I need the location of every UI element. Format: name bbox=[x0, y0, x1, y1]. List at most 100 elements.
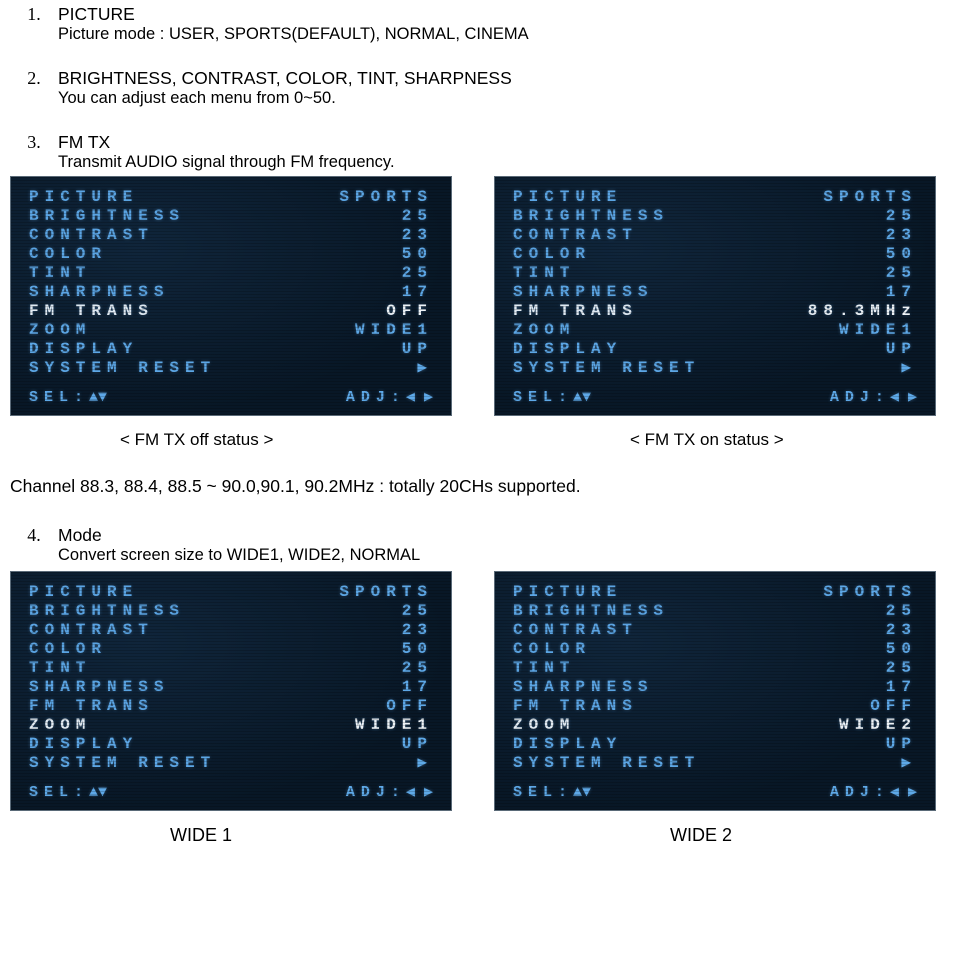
osd-row-value: WIDE2 bbox=[839, 717, 917, 733]
osd-row: SYSTEM RESET▶ bbox=[513, 755, 917, 771]
list-item-fmtx: 3. FM TX Transmit AUDIO signal through F… bbox=[10, 132, 947, 172]
leftright-icon: ◀ ▶ bbox=[406, 784, 433, 801]
osd-row-value: OFF bbox=[386, 698, 433, 714]
list-body: Picture mode : USER, SPORTS(DEFAULT), NO… bbox=[10, 25, 947, 44]
osd-row-label: TINT bbox=[513, 660, 575, 676]
osd-row-value: 25 bbox=[402, 208, 433, 224]
osd-row-label: TINT bbox=[29, 660, 91, 676]
osd-row: ZOOMWIDE1 bbox=[29, 717, 433, 733]
osd-row-value: OFF bbox=[386, 303, 433, 319]
osd-row-label: BRIGHTNESS bbox=[513, 208, 669, 224]
osd-row: FM TRANS88.3MHz bbox=[513, 303, 917, 319]
osd-row-label: DISPLAY bbox=[29, 736, 138, 752]
osd-row: PICTURE SPORTS bbox=[513, 584, 917, 600]
caption-wide2: WIDE 2 bbox=[480, 825, 947, 846]
osd-sel-label: SEL:▲▼ bbox=[513, 390, 591, 405]
osd-row-label: FM TRANS bbox=[29, 698, 154, 714]
osd-row-label: SYSTEM RESET bbox=[29, 360, 216, 376]
osd-row-label: ZOOM bbox=[513, 717, 575, 733]
osd-row: SHARPNESS17 bbox=[513, 284, 917, 300]
osd-row-label: CONTRAST bbox=[29, 622, 154, 638]
osd-row-label: SYSTEM RESET bbox=[513, 360, 700, 376]
caption-row-fm: < FM TX off status > < FM TX on status > bbox=[10, 430, 947, 450]
list-number: 2. bbox=[10, 68, 58, 89]
osd-row: FM TRANS OFF bbox=[29, 698, 433, 714]
osd-row-label: CONTRAST bbox=[29, 227, 154, 243]
osd-row-value: 25 bbox=[886, 265, 917, 281]
osd-row-label: DISPLAY bbox=[29, 341, 138, 357]
osd-row-value: ▶ bbox=[417, 360, 433, 376]
osd-row-value: 23 bbox=[886, 622, 917, 638]
osd-row-value: WIDE1 bbox=[839, 322, 917, 338]
osd-row-value: 17 bbox=[402, 284, 433, 300]
osd-adj-label: ADJ:◀ ▶ bbox=[830, 785, 917, 800]
osd-row: ZOOM WIDE1 bbox=[513, 322, 917, 338]
list-number: 3. bbox=[10, 132, 58, 153]
osd-row: CONTRAST 23 bbox=[513, 622, 917, 638]
osd-row-label: PICTURE bbox=[29, 189, 138, 205]
leftright-icon: ◀ ▶ bbox=[890, 389, 917, 406]
osd-adj-label: ADJ:◀ ▶ bbox=[346, 390, 433, 405]
osd-row-label: CONTRAST bbox=[513, 622, 638, 638]
osd-row-value: 23 bbox=[402, 227, 433, 243]
osd-row: CONTRAST 23 bbox=[29, 227, 433, 243]
list-item-adjustments: 2. BRIGHTNESS, CONTRAST, COLOR, TINT, SH… bbox=[10, 68, 947, 108]
osd-row: TINT 25 bbox=[513, 660, 917, 676]
list-number: 1. bbox=[10, 4, 58, 25]
osd-row-label: COLOR bbox=[29, 246, 107, 262]
osd-row: SYSTEM RESET ▶ bbox=[29, 360, 433, 376]
osd-row-value: SPORTS bbox=[823, 189, 917, 205]
osd-row-value: OFF bbox=[870, 698, 917, 714]
osd-row-value: 25 bbox=[886, 660, 917, 676]
osd-row-label: ZOOM bbox=[29, 322, 91, 338]
osd-sel-label: SEL:▲▼ bbox=[29, 785, 107, 800]
osd-row-value: 50 bbox=[886, 246, 917, 262]
osd-row: CONTRAST23 bbox=[29, 622, 433, 638]
osd-row-label: ZOOM bbox=[513, 322, 575, 338]
osd-row: TINT 25 bbox=[29, 660, 433, 676]
osd-row-value: 25 bbox=[402, 603, 433, 619]
osd-row-value: UP bbox=[886, 736, 917, 752]
osd-row-label: PICTURE bbox=[513, 584, 622, 600]
osd-row-value: UP bbox=[402, 341, 433, 357]
osd-row-value: ▶ bbox=[901, 755, 917, 771]
osd-row-value: 25 bbox=[886, 208, 917, 224]
osd-row-value: 50 bbox=[402, 641, 433, 657]
osd-row-label: BRIGHTNESS bbox=[29, 208, 185, 224]
osd-row-value: 25 bbox=[402, 660, 433, 676]
caption-row-zoom: WIDE 1 WIDE 2 bbox=[10, 825, 947, 846]
osd-row-label: COLOR bbox=[513, 246, 591, 262]
osd-row-value: 23 bbox=[886, 227, 917, 243]
osd-bottom-bar: SEL:▲▼ADJ:◀ ▶ bbox=[513, 785, 917, 800]
osd-row-label: SYSTEM RESET bbox=[29, 755, 216, 771]
osd-row-value: 50 bbox=[886, 641, 917, 657]
list-item-mode: 4. Mode Convert screen size to WIDE1, WI… bbox=[10, 525, 947, 565]
osd-row-label: DISPLAY bbox=[513, 341, 622, 357]
osd-row: COLOR50 bbox=[29, 641, 433, 657]
osd-row: BRIGHTNESS 25 bbox=[29, 208, 433, 224]
osd-row: ZOOM WIDE2 bbox=[513, 717, 917, 733]
osd-row-value: 25 bbox=[886, 603, 917, 619]
osd-row-value: ▶ bbox=[417, 755, 433, 771]
osd-row-label: CONTRAST bbox=[513, 227, 638, 243]
updown-icon: ▲▼ bbox=[89, 389, 107, 406]
leftright-icon: ◀ ▶ bbox=[406, 389, 433, 406]
osd-row-value: SPORTS bbox=[823, 584, 917, 600]
osd-row-value: WIDE1 bbox=[355, 322, 433, 338]
osd-row: SHARPNESS17 bbox=[29, 284, 433, 300]
list-body: Convert screen size to WIDE1, WIDE2, NOR… bbox=[10, 546, 947, 565]
list-title: PICTURE bbox=[58, 4, 135, 25]
osd-pair-zoom: PICTURESPORTSBRIGHTNESS25CONTRAST23COLOR… bbox=[10, 571, 947, 811]
osd-row: DISPLAYUP bbox=[29, 736, 433, 752]
osd-screenshot-wide1: PICTURESPORTSBRIGHTNESS25CONTRAST23COLOR… bbox=[10, 571, 452, 811]
osd-row-value: 17 bbox=[402, 679, 433, 695]
osd-row-value: 25 bbox=[402, 265, 433, 281]
osd-row-label: SHARPNESS bbox=[513, 284, 653, 300]
list-title: BRIGHTNESS, CONTRAST, COLOR, TINT, SHARP… bbox=[58, 68, 512, 89]
osd-row-label: ZOOM bbox=[29, 717, 91, 733]
osd-row: SYSTEM RESET ▶ bbox=[29, 755, 433, 771]
osd-row: PICTURESPORTS bbox=[29, 189, 433, 205]
osd-row-label: FM TRANS bbox=[29, 303, 154, 319]
osd-row: FM TRANS OFF bbox=[29, 303, 433, 319]
caption-fm-on: < FM TX on status > bbox=[480, 430, 947, 450]
